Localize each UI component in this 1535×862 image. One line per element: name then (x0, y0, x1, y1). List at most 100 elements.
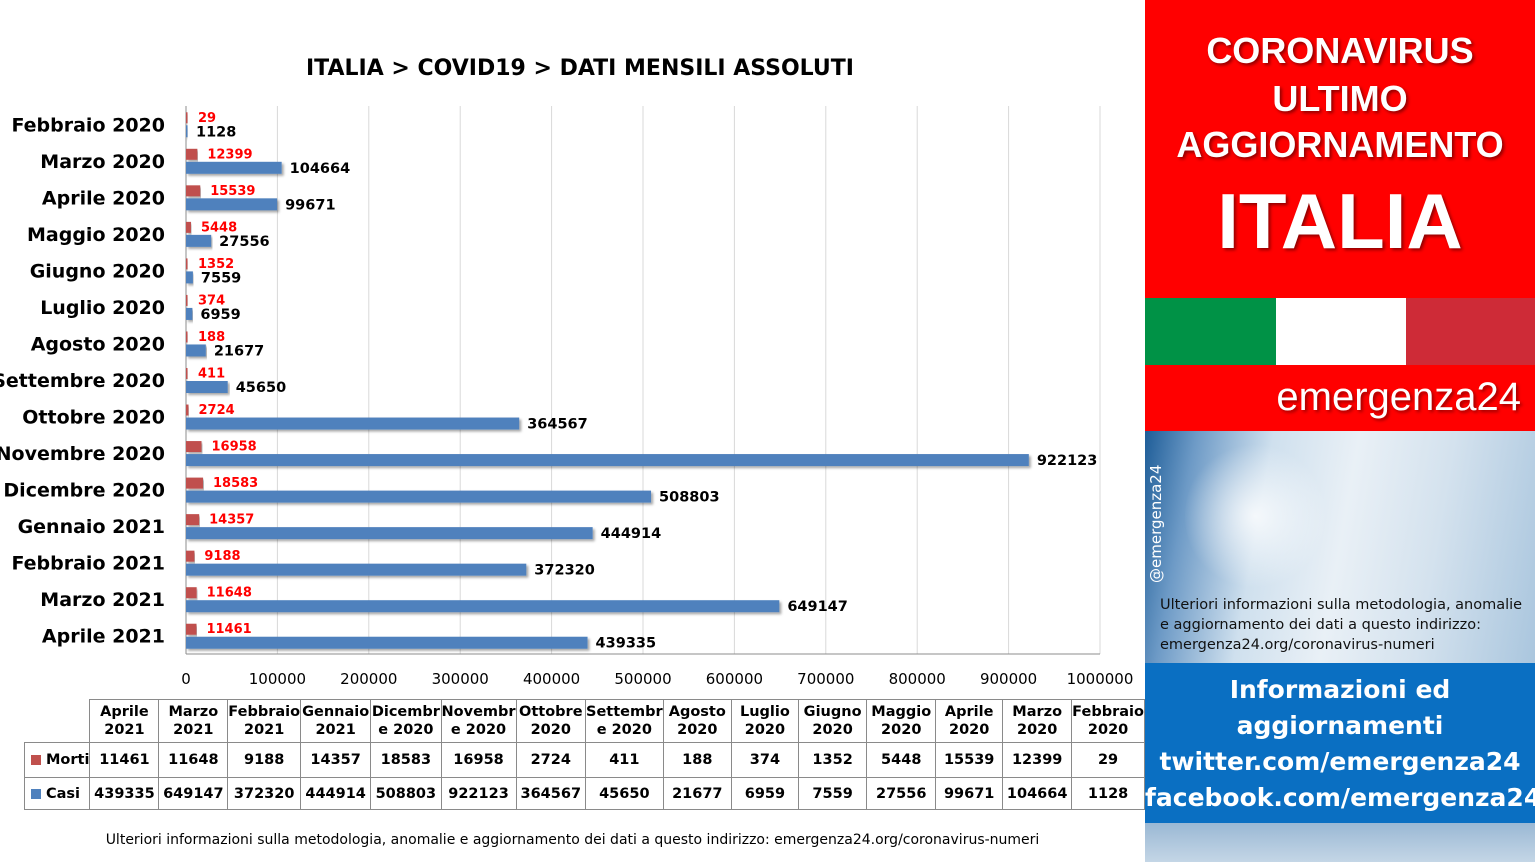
table-cell: 21677 (662, 777, 732, 810)
table-cell: 1128 (1071, 777, 1145, 810)
data-label-morti: 11648 (207, 586, 252, 601)
row-label-text: Casi (46, 785, 81, 802)
background-photo (1145, 431, 1535, 663)
table-cell: 27556 (866, 777, 937, 810)
category-label: Maggio 2020 (27, 224, 165, 246)
bar-morti (186, 331, 188, 343)
table-cell: 11461 (89, 742, 160, 778)
column-header-line-1: Giugno (803, 704, 862, 720)
data-label-morti: 5448 (201, 220, 237, 235)
column-header-line-1: Gennaio (302, 704, 370, 720)
data-label-casi: 45650 (236, 380, 286, 396)
facebook-link[interactable]: facebook.com/emergenza24 (1145, 783, 1535, 812)
table-cell: 9188 (227, 742, 302, 778)
data-label-casi: 27556 (219, 234, 269, 250)
column-header-line-2: 2020 (881, 722, 922, 738)
chart-title: ITALIA > COVID19 > DATI MENSILI ASSOLUTI (306, 56, 854, 81)
bar-morti (186, 587, 197, 599)
category-label: Febbraio 2020 (11, 114, 165, 136)
contact-line-2: aggiornamenti (1236, 711, 1444, 740)
bar-morti (186, 550, 195, 562)
column-header-line-1: Marzo (168, 704, 219, 720)
twitter-link[interactable]: twitter.com/emergenza24 (1159, 747, 1521, 776)
bar-casi (186, 198, 278, 211)
brand-bar: emergenza24 (1145, 365, 1535, 431)
table-corner (24, 699, 91, 743)
x-tick-label: 200000 (340, 670, 397, 688)
category-label: Ottobre 2020 (22, 407, 165, 429)
data-label-casi: 99671 (285, 197, 335, 213)
table-cell: 372320 (227, 777, 302, 810)
category-label: Luglio 2020 (40, 297, 165, 319)
table-cell: 29 (1071, 742, 1145, 778)
data-label-casi: 922123 (1037, 453, 1098, 469)
bar-casi (186, 563, 527, 576)
table-cell: 374 (730, 742, 799, 778)
table-cell: 444914 (300, 777, 372, 810)
info-text: Ulteriori informazioni sulla metodologia… (1160, 597, 1523, 653)
column-header-line-1: Agosto (668, 704, 726, 720)
sidebar: CORONAVIRUS ULTIMO AGGIORNAMENTO ITALIA … (1145, 0, 1535, 862)
bar-casi (186, 381, 228, 393)
x-tick-label: 400000 (523, 670, 580, 688)
column-header-line-2: 2020 (530, 722, 571, 738)
data-label-casi: 649147 (787, 599, 848, 615)
legend-swatch (31, 755, 41, 765)
bar-morti (186, 294, 188, 306)
bar-morti (186, 368, 188, 379)
table-column-header: Marzo 2021 (158, 699, 229, 743)
contact-box: Informazioni ed aggiornamenti twitter.co… (1145, 663, 1535, 823)
data-label-morti: 29 (198, 111, 216, 126)
table-cell: 922123 (440, 777, 517, 810)
bar-morti (186, 185, 201, 197)
bar-casi (186, 125, 188, 138)
bar-morti (186, 112, 188, 124)
data-label-casi: 372320 (534, 563, 595, 579)
bar-morti (186, 404, 189, 416)
bar-casi (186, 271, 193, 284)
table-column-header: Marzo 2020 (1002, 699, 1073, 743)
table-column-header: Maggio 2020 (866, 699, 937, 743)
data-label-casi: 364567 (527, 417, 588, 433)
bar-morti (186, 514, 200, 526)
bar-morti (186, 148, 198, 160)
contact-line-1: Informazioni ed (1229, 675, 1451, 704)
column-header-line-2: 2020 (1017, 722, 1058, 738)
headline-box: CORONAVIRUS ULTIMO AGGIORNAMENTO ITALIA (1145, 0, 1535, 298)
data-label-casi: 21677 (214, 343, 264, 359)
column-header-line-1: Luglio (739, 704, 790, 720)
bar-casi (186, 636, 588, 649)
data-label-morti: 16958 (211, 440, 256, 455)
chart-panel: ITALIA > COVID19 > DATI MENSILI ASSOLUTI… (0, 56, 1145, 848)
category-label: Febbraio 2021 (11, 553, 165, 575)
brand-name: emergenza24 (1276, 375, 1521, 419)
column-header-line-2: 2020 (949, 722, 990, 738)
x-tick-label: 100000 (249, 670, 306, 688)
data-label-morti: 188 (198, 330, 225, 345)
data-label-morti: 9188 (204, 549, 240, 564)
headline-ultimo: ULTIMO (1272, 78, 1408, 119)
data-table: Aprile 2021 Marzo 2021 Febbraio 2021 Gennaio 20… (23, 699, 1145, 810)
table-column-header: Gennaio 2021 (300, 699, 372, 743)
data-label-casi: 104664 (290, 161, 351, 177)
table-column-header: Agosto 2020 (662, 699, 732, 743)
table-column-header: Aprile 2021 (89, 699, 160, 743)
data-label-morti: 11461 (206, 622, 251, 637)
column-header-line-1: Aprile (944, 704, 994, 720)
data-label-morti: 12399 (207, 147, 252, 162)
category-label: Agosto 2020 (31, 333, 165, 355)
table-cell: 2724 (515, 742, 587, 778)
column-header-line-1: Ottobre (519, 704, 583, 720)
bar-casi (186, 417, 520, 430)
table-cell: 364567 (515, 777, 587, 810)
headline-coronavirus: CORONAVIRUS (1206, 30, 1474, 71)
bar-casi (186, 600, 780, 613)
bar-morti (186, 477, 203, 489)
category-label: Novembre 2020 (0, 443, 165, 465)
x-tick-label: 300000 (432, 670, 489, 688)
table-column-header: Novembr e 2020 (440, 699, 517, 743)
bar-chart: 0 100000 200000 300000 400000 500000 600000 700… (0, 106, 1133, 688)
table-cell: 188 (662, 742, 732, 778)
table-column-header: Luglio 2020 (730, 699, 799, 743)
column-header-line-1: Marzo (1012, 704, 1063, 720)
